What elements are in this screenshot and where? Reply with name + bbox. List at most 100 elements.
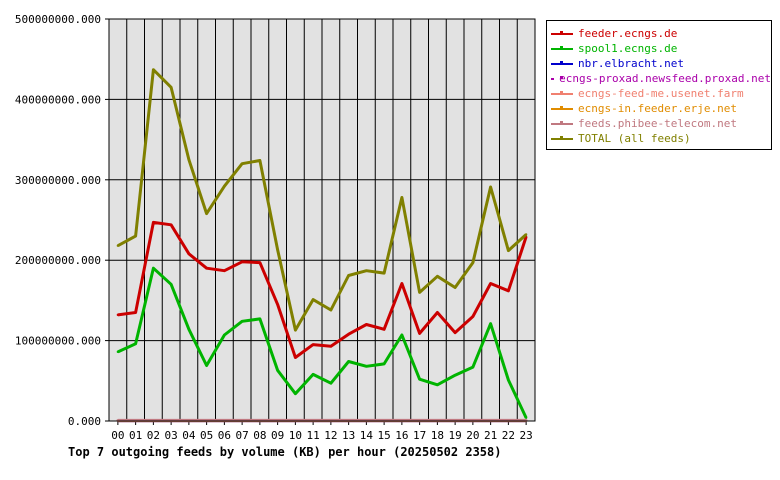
data-point-feeder-ecngs-de <box>382 328 386 331</box>
legend-item-feeder-ecngs-de: feeder.ecngs.de <box>547 26 771 41</box>
data-point-total-all-feeds <box>311 298 315 301</box>
legend-label: TOTAL (all feeds) <box>578 132 691 145</box>
data-point-total-all-feeds <box>489 185 492 189</box>
data-point-spool1-ecngs-de <box>329 382 333 385</box>
x-tick-label: 14 <box>360 429 374 442</box>
series-line-total-all-feeds <box>117 68 528 332</box>
x-tick-label: 01 <box>129 429 142 442</box>
legend-swatch <box>551 119 573 129</box>
legend-item-total-all-feeds: TOTAL (all feeds) <box>547 131 771 146</box>
data-point-feeder-ecngs-de <box>489 282 492 285</box>
data-point-spool1-ecngs-de <box>258 317 262 321</box>
x-tick-label: 06 <box>218 429 231 442</box>
data-point-feeder-ecngs-de <box>365 323 368 326</box>
legend: feeder.ecngs.de spool1.ecngs.de nbr.elbrac… <box>546 20 772 150</box>
data-point-feeder-ecngs-de <box>240 260 244 264</box>
data-point-total-all-feeds <box>329 308 333 312</box>
data-point-spool1-ecngs-de <box>134 342 137 346</box>
data-point-feeder-ecngs-de <box>116 313 120 317</box>
data-point-spool1-ecngs-de <box>507 378 510 382</box>
data-point-spool1-ecngs-de <box>294 392 297 395</box>
legend-swatch <box>551 74 564 84</box>
data-point-feeder-ecngs-de <box>418 332 421 335</box>
data-point-spool1-ecngs-de <box>436 383 439 387</box>
data-point-total-all-feeds <box>169 86 173 89</box>
x-tick-label: 22 <box>502 429 515 442</box>
x-tick-label: 12 <box>324 429 337 442</box>
data-point-feeder-ecngs-de <box>347 332 350 336</box>
data-point-total-all-feeds <box>365 269 368 272</box>
data-point-total-all-feeds <box>134 234 137 238</box>
legend-item-nbr-elbracht-net: nbr.elbracht.net <box>547 56 771 71</box>
data-point-total-all-feeds <box>382 271 386 275</box>
data-point-total-all-feeds <box>152 68 155 71</box>
data-point-spool1-ecngs-de <box>187 328 191 331</box>
data-point-feeder-ecngs-de <box>276 303 279 306</box>
data-point-spool1-ecngs-de <box>471 365 475 369</box>
x-axis-ticks: 00 01 02 03 04 05 06 07 08 09 10 11 12 13 14 15 16 17 18 19… <box>111 421 533 442</box>
data-point-spool1-ecngs-de <box>223 333 226 337</box>
series-line-spool1-ecngs-de <box>117 266 528 419</box>
legend-swatch <box>551 59 573 69</box>
x-tick-label: 10 <box>289 429 302 442</box>
legend-swatch <box>551 134 573 144</box>
x-tick-label: 03 <box>165 429 178 442</box>
x-tick-label: 20 <box>466 429 479 442</box>
data-point-feeder-ecngs-de <box>400 282 404 285</box>
data-point-total-all-feeds <box>507 249 510 252</box>
data-point-spool1-ecngs-de <box>276 369 279 372</box>
y-tick-label: 200000000.000 <box>15 254 101 267</box>
data-point-spool1-ecngs-de <box>240 320 244 323</box>
legend-label: feeds.phibee-telecom.net <box>578 117 737 130</box>
y-tick-label: 100000000.000 <box>15 335 101 348</box>
x-tick-label: 19 <box>449 429 462 442</box>
data-point-spool1-ecngs-de <box>205 364 208 367</box>
x-tick-label: 18 <box>431 429 444 442</box>
data-point-feeder-ecngs-de <box>329 345 333 348</box>
data-point-feeder-ecngs-de <box>453 331 457 334</box>
data-point-total-all-feeds <box>205 212 208 215</box>
y-axis-ticks: 0.000 100000000.000 200000000.000 300000000… <box>15 13 109 428</box>
y-tick-label: 0.000 <box>68 415 101 428</box>
data-point-spool1-ecngs-de <box>116 350 120 354</box>
legend-item-ecngs-feed-me-usenet-farm: ecngs-feed-me.usenet.farm <box>547 86 771 101</box>
data-point-feeder-ecngs-de <box>169 223 173 227</box>
legend-label: nbr.elbracht.net <box>578 57 684 70</box>
data-point-total-all-feeds <box>294 328 297 332</box>
x-tick-label: 16 <box>395 429 408 442</box>
data-point-total-all-feeds <box>400 196 404 199</box>
data-point-spool1-ecngs-de <box>382 362 386 366</box>
data-point-total-all-feeds <box>276 248 279 251</box>
data-point-feeder-ecngs-de <box>152 221 155 224</box>
data-point-spool1-ecngs-de <box>365 365 368 368</box>
data-point-spool1-ecngs-de <box>400 333 404 337</box>
data-point-total-all-feeds <box>223 185 226 188</box>
data-point-spool1-ecngs-de <box>418 377 421 381</box>
legend-item-ecngs-proxad-newsfeed-proxad-net: ecngs-proxad.newsfeed.proxad.net <box>547 71 771 86</box>
data-point-feeder-ecngs-de <box>471 315 475 318</box>
y-tick-label: 300000000.000 <box>15 174 101 187</box>
data-point-total-all-feeds <box>347 274 350 277</box>
data-point-feeder-ecngs-de <box>187 252 191 255</box>
x-tick-label: 17 <box>413 429 426 442</box>
data-point-feeder-ecngs-de <box>134 311 137 314</box>
x-tick-label: 23 <box>520 429 533 442</box>
data-point-spool1-ecngs-de <box>524 416 528 419</box>
data-point-spool1-ecngs-de <box>152 267 155 270</box>
legend-label: spool1.ecngs.de <box>578 42 678 55</box>
data-point-total-all-feeds <box>471 261 475 264</box>
x-tick-label: 07 <box>236 429 249 442</box>
data-point-total-all-feeds <box>524 233 528 236</box>
x-tick-label: 05 <box>200 429 213 442</box>
data-point-feeder-ecngs-de <box>223 269 226 272</box>
data-point-spool1-ecngs-de <box>311 373 315 376</box>
data-point-spool1-ecngs-de <box>347 360 350 363</box>
legend-swatch <box>551 44 573 54</box>
x-tick-label: 15 <box>378 429 391 442</box>
data-point-feeder-ecngs-de <box>436 311 439 314</box>
x-tick-label: 11 <box>307 429 320 442</box>
legend-label: feeder.ecngs.de <box>578 27 678 40</box>
data-point-total-all-feeds <box>116 244 120 247</box>
data-point-feeder-ecngs-de <box>507 289 510 292</box>
